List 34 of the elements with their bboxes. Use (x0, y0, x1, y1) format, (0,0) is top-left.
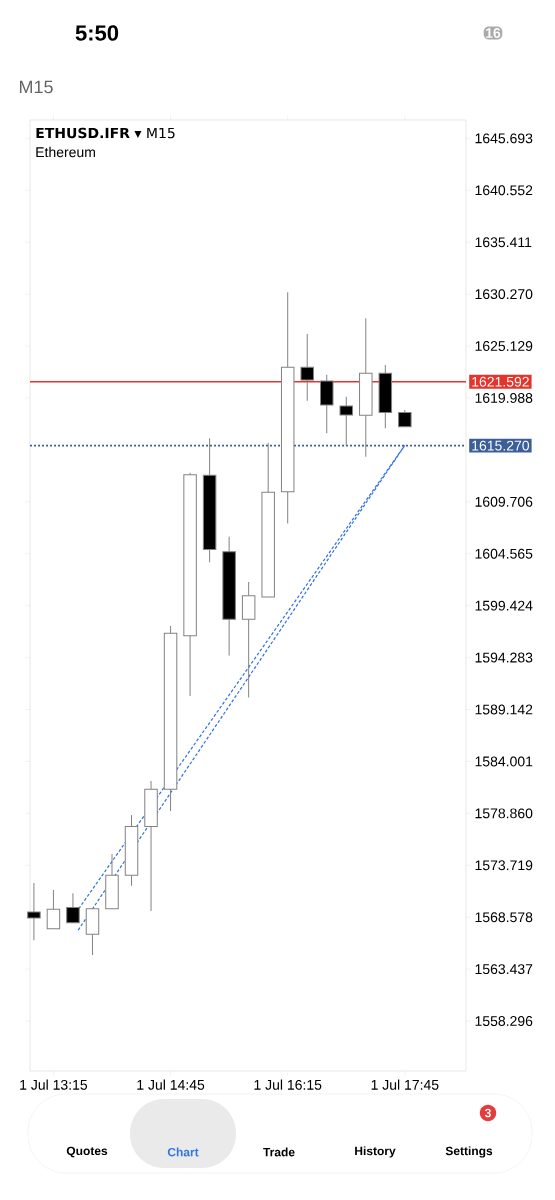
y-tick-label: 1640.552 (475, 185, 533, 196)
y-tick-label: 1589.142 (475, 704, 533, 715)
text: M15 (19, 80, 53, 94)
chart-title: ETHUSD.IFR ▾ M15 (36, 127, 175, 139)
ref-line-label: 1621.592 (472, 376, 529, 387)
text: Settings (445, 1146, 493, 1158)
x-tick-label: 1 Jul 17:45 (371, 1079, 439, 1090)
y-tick-label: 1594.283 (475, 652, 533, 663)
x-tick-label: 1 Jul 16:15 (254, 1079, 322, 1090)
y-tick-label: 1625.129 (475, 341, 533, 351)
y-tick-label: 1599.424 (475, 600, 533, 611)
ref-line-label: 1615.270 (472, 440, 530, 451)
x-tick-label: 1 Jul 14:45 (137, 1079, 205, 1090)
y-tick-label: 1558.296 (475, 1016, 533, 1026)
text: 3 (484, 1108, 491, 1118)
y-tick-label: 1573.719 (475, 860, 533, 871)
x-tick-label: 1 Jul 13:15 (20, 1079, 88, 1090)
text: 5:50 (75, 25, 119, 41)
y-tick-label: 1584.001 (475, 756, 533, 767)
y-tick-label: 1604.565 (475, 548, 533, 559)
text: Ethereum (36, 146, 95, 158)
text: Trade (263, 1147, 295, 1157)
text: 16 (486, 28, 501, 38)
y-tick-label: 1619.988 (475, 392, 533, 403)
y-tick-label: 1635.411 (475, 237, 532, 248)
y-tick-label: 1578.860 (475, 808, 533, 819)
text: Quotes (66, 1146, 108, 1158)
y-tick-label: 1568.578 (475, 912, 533, 923)
y-tick-label: 1563.437 (475, 964, 533, 975)
y-tick-label: 1645.693 (475, 133, 533, 144)
y-tick-label: 1609.706 (475, 496, 533, 507)
y-tick-label: 1630.270 (475, 289, 533, 300)
text: History (355, 1146, 396, 1158)
text: Chart (167, 1147, 199, 1157)
